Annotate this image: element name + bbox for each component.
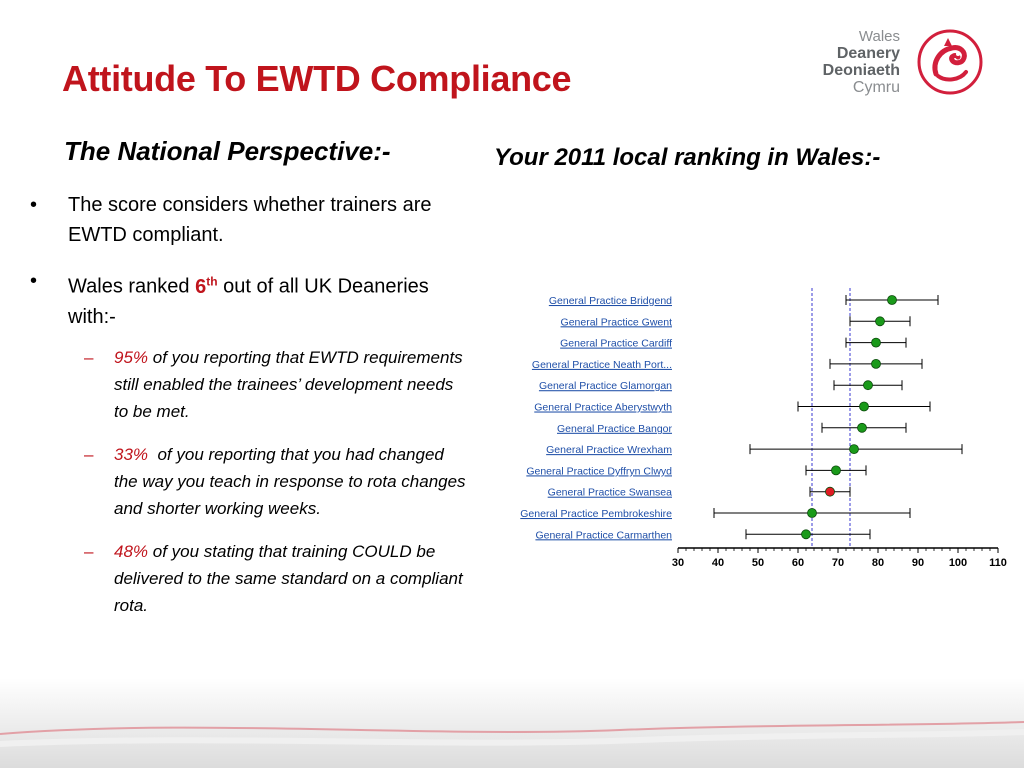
bullet-list: • The score considers whether trainers a… — [30, 190, 470, 635]
logo-line-deoniaeth: Deoniaeth — [822, 62, 900, 79]
category-label: General Practice Carmarthen — [535, 529, 672, 541]
x-tick-label: 60 — [792, 557, 804, 569]
data-point — [801, 529, 811, 540]
data-point — [807, 508, 817, 518]
category-label: General Practice Aberystwyth — [534, 402, 672, 414]
dash-icon: – — [84, 444, 94, 464]
x-tick-label: 40 — [712, 557, 724, 569]
page-title: Attitude To EWTD Compliance — [62, 58, 572, 99]
logo-line-cymru: Cymru — [852, 79, 900, 96]
category-label: General Practice Wrexham — [546, 444, 672, 456]
rank-number: 6 — [195, 275, 207, 298]
bullet-text-post: out of all UK Deaneries with:- — [68, 275, 429, 328]
data-point — [859, 401, 869, 412]
rank-suffix: th — [206, 274, 218, 288]
sub-bullet-percent: 95% — [114, 347, 149, 367]
sub-bullet-percent: 48% — [114, 541, 149, 561]
data-point — [863, 380, 873, 391]
data-point — [831, 465, 841, 476]
bullet-dot-icon: • — [30, 194, 38, 216]
category-label: General Practice Swansea — [548, 487, 672, 499]
ranking-chart: 30 40 50 60 70 80 90 100 110 General Practice Bri… — [520, 288, 1007, 569]
x-tick-label: 70 — [832, 557, 844, 569]
bullet-text: The score considers whether trainers are… — [68, 194, 432, 246]
wales-deanery-logo: Wales Deanery Deoniaeth Cymru — [808, 24, 984, 100]
bullet-item: • The score considers whether trainers a… — [30, 190, 470, 250]
national-perspective-heading: The National Perspective:- — [64, 136, 391, 166]
x-tick-label: 110 — [989, 557, 1007, 569]
category-label: General Practice Bridgend — [549, 295, 672, 307]
category-label: General Practice Gwent — [561, 316, 673, 328]
dragon-emblem-icon — [917, 29, 983, 95]
category-label: General Practice Cardiff — [560, 338, 672, 350]
data-point — [857, 422, 867, 433]
dash-icon: – — [84, 347, 94, 367]
sub-bullet-text: of you reporting that you had changed th… — [114, 444, 471, 518]
category-label: General Practice Pembrokeshire — [520, 508, 672, 520]
data-point — [825, 486, 835, 497]
local-ranking-heading: Your 2011 local ranking in Wales:- — [494, 144, 881, 171]
category-label: General Practice Bangor — [557, 423, 672, 435]
sub-bullet-text: of you reporting that EWTD requirements … — [114, 347, 463, 421]
sub-bullet-text: of you stating that training COULD be de… — [114, 541, 463, 615]
x-tick-label: 50 — [752, 557, 764, 569]
x-tick-label: 100 — [949, 557, 967, 569]
bullet-text-pre: Wales ranked — [68, 275, 196, 298]
bullet-item: • Wales ranked 6th out of all UK Deaneri… — [30, 266, 470, 332]
logo-line-wales: Wales — [858, 28, 900, 45]
data-point — [887, 295, 897, 305]
data-point — [871, 359, 881, 369]
sub-bullet-percent: 33% — [114, 444, 149, 464]
footer-swoosh — [0, 678, 1024, 768]
sub-bullet-item: – 48% of you stating that training COULD… — [30, 538, 470, 619]
x-tick-label: 30 — [672, 557, 684, 569]
x-tick-label: 80 — [872, 557, 884, 569]
bullet-dot-icon: • — [30, 270, 38, 292]
category-label: General Practice Neath Port... — [532, 359, 672, 371]
sub-bullet-item: – 95% of you reporting that EWTD require… — [30, 344, 470, 425]
data-point — [871, 337, 881, 348]
x-tick-label: 90 — [912, 557, 924, 569]
logo-line-deanery: Deanery — [836, 45, 900, 62]
dash-icon: – — [84, 541, 94, 561]
data-point — [875, 316, 885, 327]
data-point — [849, 444, 859, 455]
category-label: General Practice Glamorgan — [539, 380, 672, 392]
sub-bullet-item: – 33% of you reporting that you had chan… — [30, 441, 470, 522]
category-label: General Practice Dyffryn Clwyd — [526, 465, 672, 477]
rank-value: 6th — [195, 274, 218, 298]
